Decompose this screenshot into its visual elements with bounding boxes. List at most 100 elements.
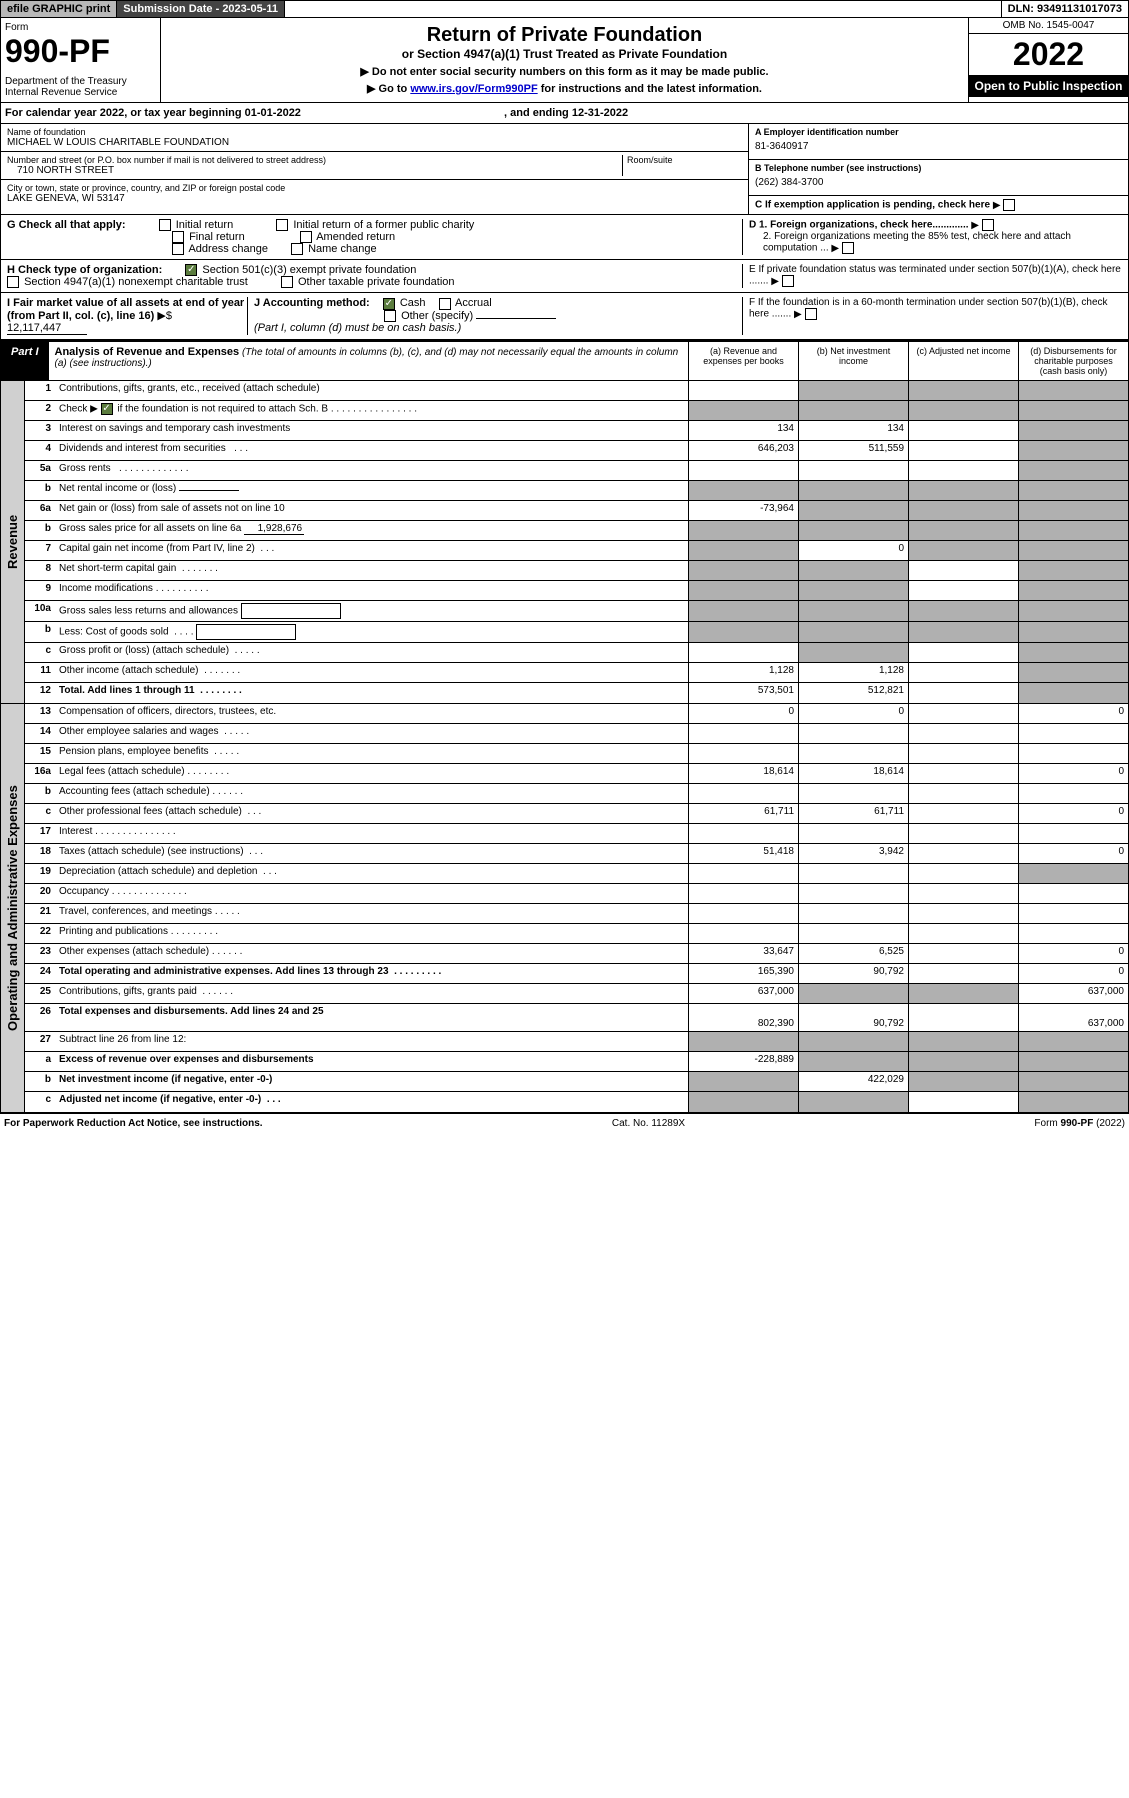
j-note: (Part I, column (d) must be on cash basi… xyxy=(254,322,461,334)
f-checkbox[interactable] xyxy=(805,308,817,320)
row-10a-box[interactable] xyxy=(241,603,341,619)
c-row: C If exemption application is pending, c… xyxy=(749,196,1128,214)
row-7-text: Capital gain net income (from Part IV, l… xyxy=(59,543,255,554)
row-10b-box[interactable] xyxy=(196,624,296,640)
cell xyxy=(798,381,908,400)
cell xyxy=(1018,601,1128,621)
cell xyxy=(688,724,798,743)
cell xyxy=(908,561,1018,580)
row-1-label: Contributions, gifts, grants, etc., rece… xyxy=(55,381,688,400)
row-6b-val: 1,928,676 xyxy=(244,523,304,535)
footer-right: Form Form 990-PF (2022)990-PF (2022) xyxy=(1034,1118,1125,1129)
col-a-header: (a) Revenue and expenses per books xyxy=(688,342,798,380)
footer-mid: Cat. No. 11289X xyxy=(612,1118,685,1129)
g-final-checkbox[interactable] xyxy=(172,231,184,243)
cell-24b: 90,792 xyxy=(798,964,908,983)
e-checkbox[interactable] xyxy=(782,275,794,287)
col-d-header: (d) Disbursements for charitable purpose… xyxy=(1018,342,1128,380)
cell-11b: 1,128 xyxy=(798,663,908,682)
cell xyxy=(798,1032,908,1051)
cell xyxy=(908,381,1018,400)
row-num: 24 xyxy=(25,964,55,983)
cell xyxy=(798,724,908,743)
g-initial-former: Initial return of a former public charit… xyxy=(293,219,474,231)
i-value: 12,117,447 xyxy=(7,322,87,335)
cell-23a: 33,647 xyxy=(688,944,798,963)
row-num: b xyxy=(25,521,55,540)
city-row: City or town, state or province, country… xyxy=(1,180,748,207)
cell xyxy=(1018,683,1128,703)
cell xyxy=(688,884,798,903)
row-21-text: Travel, conferences, and meetings xyxy=(59,906,212,917)
row-10c-text: Gross profit or (loss) (attach schedule) xyxy=(59,645,229,656)
cell-25a: 637,000 xyxy=(688,984,798,1003)
row-16c-text: Other professional fees (attach schedule… xyxy=(59,806,242,817)
row-5b-text: Net rental income or (loss) xyxy=(59,483,176,494)
col-c-header: (c) Adjusted net income xyxy=(908,342,1018,380)
row-15-text: Pension plans, employee benefits xyxy=(59,746,209,757)
cell xyxy=(798,521,908,540)
row-16b-text: Accounting fees (attach schedule) xyxy=(59,786,210,797)
part1-title: Analysis of Revenue and Expenses xyxy=(55,346,240,358)
d2-checkbox[interactable] xyxy=(842,242,854,254)
cell xyxy=(688,401,798,420)
c-checkbox[interactable] xyxy=(1003,199,1015,211)
j-accrual-checkbox[interactable] xyxy=(439,298,451,310)
row-num: c xyxy=(25,1092,55,1112)
h-501c3-checkbox[interactable] xyxy=(185,264,197,276)
cal-mid: , and ending xyxy=(504,107,572,119)
row-17-text: Interest xyxy=(59,826,92,837)
department: Department of the Treasury Internal Reve… xyxy=(5,76,156,98)
ij-left: I Fair market value of all assets at end… xyxy=(7,297,736,335)
cell xyxy=(1018,924,1128,943)
h-other-checkbox[interactable] xyxy=(281,276,293,288)
g-initial-checkbox[interactable] xyxy=(159,219,171,231)
irs-link[interactable]: www.irs.gov/Form990PF xyxy=(410,83,537,95)
arrow-icon: ▶ xyxy=(831,243,839,254)
g-address-checkbox[interactable] xyxy=(172,243,184,255)
j-other-checkbox[interactable] xyxy=(384,310,396,322)
row-27b-label: Net investment income (if negative, ente… xyxy=(55,1072,688,1091)
h-4947-checkbox[interactable] xyxy=(7,276,19,288)
row-9-label: Income modifications . . . . . . . . . . xyxy=(55,581,688,600)
g-initial-former-checkbox[interactable] xyxy=(276,219,288,231)
row-num: 26 xyxy=(25,1004,55,1031)
cell xyxy=(1018,461,1128,480)
d2-label: 2. Foreign organizations meeting the 85%… xyxy=(763,231,1071,254)
row-14-text: Other employee salaries and wages xyxy=(59,726,219,737)
cell xyxy=(1018,501,1128,520)
h-label: H Check type of organization: xyxy=(7,264,162,276)
efile-label[interactable]: efile GRAPHIC print xyxy=(1,1,117,17)
row-15-label: Pension plans, employee benefits . . . .… xyxy=(55,744,688,763)
g-amended-checkbox[interactable] xyxy=(300,231,312,243)
info-section: Name of foundation MICHAEL W LOUIS CHARI… xyxy=(0,124,1129,215)
expenses-table: Operating and Administrative Expenses 13… xyxy=(0,704,1129,1113)
row-num: 20 xyxy=(25,884,55,903)
row-16b-label: Accounting fees (attach schedule) . . . … xyxy=(55,784,688,803)
cell xyxy=(688,904,798,923)
calendar-year: For calendar year 2022, or tax year begi… xyxy=(0,103,1129,124)
revenue-side-label: Revenue xyxy=(1,381,25,703)
cell xyxy=(688,461,798,480)
cell xyxy=(798,884,908,903)
f-label: F If the foundation is in a 60-month ter… xyxy=(749,297,1108,320)
row-21-label: Travel, conferences, and meetings . . . … xyxy=(55,904,688,923)
cell xyxy=(908,501,1018,520)
cell xyxy=(1018,744,1128,763)
row-2-checkbox[interactable] xyxy=(101,403,113,415)
g-name-checkbox[interactable] xyxy=(291,243,303,255)
j-other-input[interactable] xyxy=(476,318,556,319)
row-5b-input[interactable] xyxy=(179,490,239,491)
cell xyxy=(908,663,1018,682)
d1-checkbox[interactable] xyxy=(982,219,994,231)
j-cash-checkbox[interactable] xyxy=(383,298,395,310)
cell xyxy=(688,1072,798,1091)
cell-11a: 1,128 xyxy=(688,663,798,682)
ein-row: A Employer identification number 81-3640… xyxy=(749,124,1128,160)
cell xyxy=(908,1092,1018,1112)
check-section-ij: I Fair market value of all assets at end… xyxy=(0,293,1129,340)
h-left: H Check type of organization: Section 50… xyxy=(7,264,736,288)
cell-4a: 646,203 xyxy=(688,441,798,460)
cell xyxy=(798,601,908,621)
row-6a-label: Net gain or (loss) from sale of assets n… xyxy=(55,501,688,520)
